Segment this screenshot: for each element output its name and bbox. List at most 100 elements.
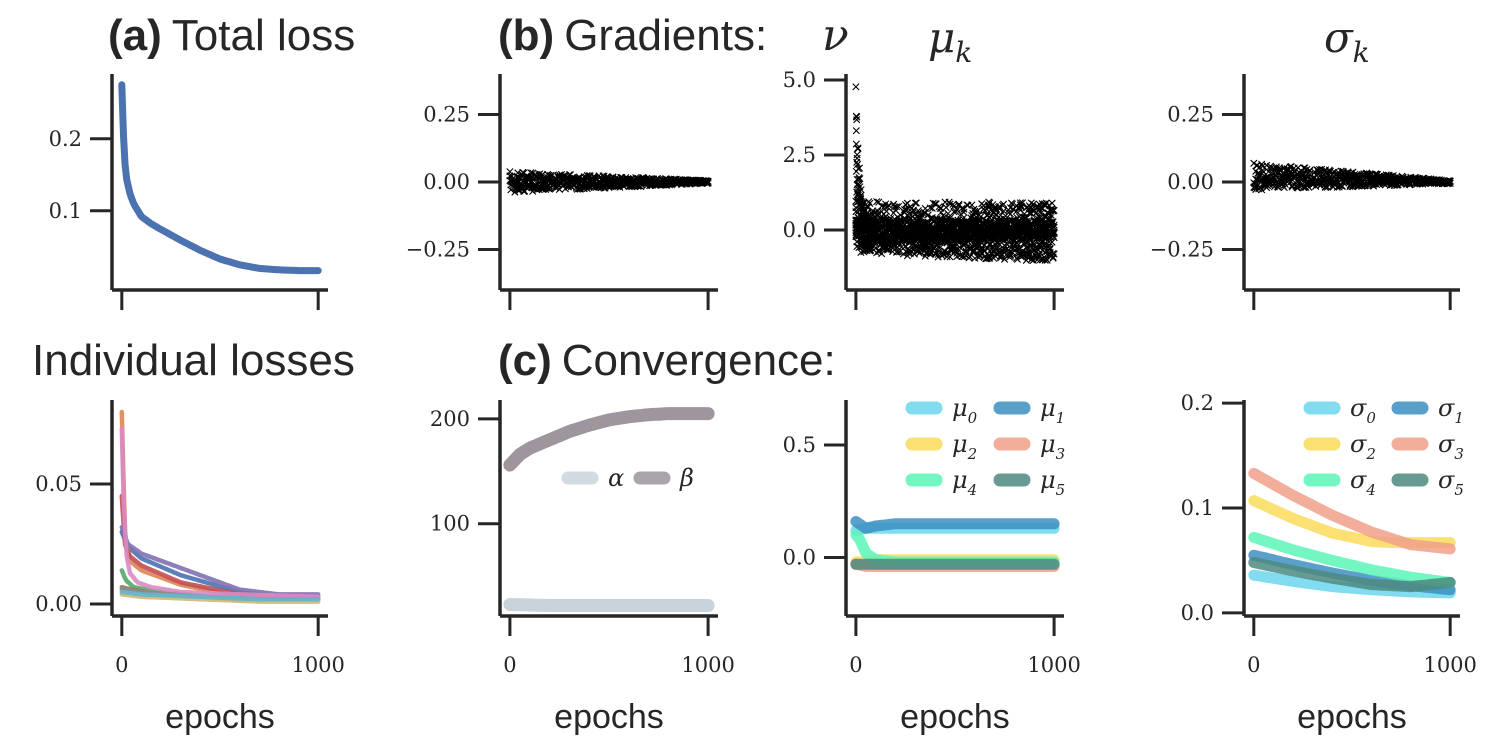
gradient-marker (900, 232, 909, 241)
gradient-marker (704, 177, 712, 185)
gradient-marker (935, 244, 943, 253)
y-tick-label: −0.25 (406, 238, 470, 262)
y-tick-label: 5.0 (783, 68, 816, 92)
gradient-marker (1446, 179, 1454, 188)
gradient-marker (868, 223, 876, 231)
y-tick-label: 200 (430, 407, 470, 431)
gradient-sigma-plot: −0.25 0.00 0.25 (1150, 74, 1460, 310)
y-tick-label: 0.5 (783, 433, 816, 457)
gradient-marker (704, 179, 712, 187)
legend-label: μ2 (952, 430, 977, 463)
individual-losses-plot: 0.00 0.05 0 1000 epochs (35, 400, 345, 736)
gradient-marker (1321, 183, 1330, 192)
y-tick-label: 0.2 (1181, 391, 1214, 415)
gradient-marker (1338, 182, 1346, 190)
y-tick-label: 0.00 (35, 592, 82, 616)
gradient-marker (941, 216, 949, 224)
x-tick-label: 0 (849, 653, 862, 677)
gradient-marker (999, 200, 1008, 208)
gradient-marker (894, 239, 903, 247)
gradient-marker (982, 232, 990, 240)
gradient-marker (868, 226, 876, 234)
legend-label: μ3 (1040, 430, 1065, 463)
gradient-marker (853, 113, 861, 121)
panel-a-heading: (a) Total loss (108, 11, 355, 60)
gradient-marker (854, 145, 862, 153)
gradient-marker (883, 207, 891, 215)
mu-title: μk (928, 13, 972, 69)
mu-title-symbol: μ (928, 13, 955, 62)
gradient-marker (506, 168, 514, 176)
legend-label: α (608, 464, 624, 492)
legend-label: μ1 (1040, 394, 1065, 427)
legend-label: μ5 (1040, 466, 1065, 499)
gradient-marker (999, 234, 1008, 242)
series-line (119, 426, 321, 600)
sigma-title: σk (1324, 13, 1370, 69)
gradient-marker (906, 202, 914, 211)
y-tick-label: −0.25 (1150, 238, 1214, 262)
y-tick-label: 0.1 (1181, 496, 1214, 520)
gradient-marker (1025, 226, 1033, 234)
sigma-title-symbol: σ (1324, 13, 1354, 62)
gradient-marker (852, 127, 860, 135)
series-line (850, 516, 1060, 534)
sigma-title-subscript: k (1353, 36, 1370, 69)
series-line (119, 592, 321, 604)
gradient-marker (852, 83, 860, 91)
series-line (850, 529, 1060, 568)
gradient-marker (856, 175, 864, 183)
x-tick-label: 1000 (1423, 653, 1476, 677)
gradient-marker (894, 202, 903, 210)
individual-losses-title: Individual losses (32, 336, 355, 385)
y-tick-label: 0.0 (783, 218, 816, 242)
gradient-marker (1046, 218, 1054, 226)
gradient-markers (852, 83, 1058, 264)
panel-c-label: (c) (498, 336, 552, 385)
gradient-marker (1446, 177, 1454, 185)
gradient-marker (944, 229, 952, 237)
gradient-marker (852, 204, 860, 212)
panel-a-label: (a) (108, 11, 162, 60)
gradient-marker (882, 245, 890, 253)
nu-title: ν (822, 10, 849, 61)
gradient-marker (950, 208, 958, 216)
gradient-marker (999, 235, 1008, 243)
gradient-marker (1029, 200, 1037, 208)
gradient-marker (1046, 244, 1054, 252)
gradient-marker (953, 249, 961, 257)
y-tick-label: 2.5 (783, 143, 816, 167)
convergence-alpha-beta-plot: 100 200 0 1000 epochs α β (430, 400, 735, 736)
x-axis-label: epochs (165, 698, 275, 736)
gradient-marker (1048, 199, 1056, 207)
total-loss-plot: 0.1 0.2 (49, 74, 328, 310)
gradient-marker (583, 171, 591, 180)
gradient-marker (860, 206, 868, 214)
gradient-marker (854, 144, 862, 152)
y-tick-label: 100 (430, 512, 470, 536)
gradient-marker (1006, 252, 1015, 260)
gradient-marker (974, 207, 982, 215)
gradient-marker (1266, 164, 1275, 172)
y-tick-label: 0.2 (49, 127, 82, 151)
gradient-marker (1047, 211, 1055, 219)
y-tick-label: 0.25 (423, 103, 470, 127)
gradient-marker (1022, 230, 1030, 238)
gradient-marker (1046, 245, 1054, 253)
gradient-nu-plot: −0.25 0.00 0.25 (406, 74, 718, 310)
series-line (503, 598, 715, 612)
legend-label: σ3 (1438, 430, 1464, 463)
gradient-marker (945, 222, 953, 230)
gradient-marker (912, 199, 920, 207)
panel-b-label: (b) (498, 11, 554, 60)
gradient-marker (960, 208, 968, 216)
y-tick-label: 0.05 (35, 472, 82, 496)
gradient-marker (868, 224, 876, 232)
convergence-mu-plot: 0.0 0.5 0 1000 epochs μ0 μ1 μ2 μ3 μ4 μ5 (783, 394, 1081, 736)
gradient-marker (857, 191, 865, 200)
panel-a-title: Total loss (172, 11, 355, 60)
y-tick-label: 0.0 (1181, 601, 1214, 625)
gradient-marker (1050, 250, 1058, 258)
panel-c-title: Convergence: (562, 336, 836, 385)
x-axis-label: epochs (1297, 698, 1407, 736)
